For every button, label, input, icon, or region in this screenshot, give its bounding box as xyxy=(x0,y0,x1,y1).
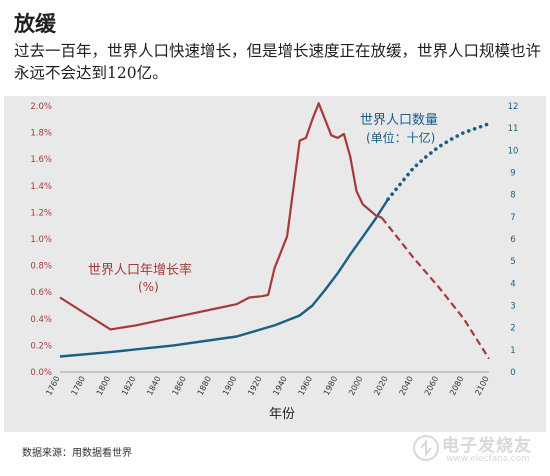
watermark-url: www.elecfans.com xyxy=(446,454,530,464)
x-axis-tick-label: 1920 xyxy=(246,375,264,397)
population-historical-line xyxy=(59,198,390,358)
right-axis-tick-label: 3 xyxy=(510,302,515,312)
x-axis-tick-label: 2080 xyxy=(448,375,466,397)
x-axis-title: 年份 xyxy=(269,407,295,422)
source-note: 数据来源：用数据看世界 xyxy=(22,448,132,459)
growth-historical-line xyxy=(59,102,383,331)
left-axis-tick-label: 0.0% xyxy=(30,368,52,378)
right-axis-tick-label: 8 xyxy=(510,191,515,201)
left-axis-tick-label: 1.0% xyxy=(30,235,52,245)
left-axis-tick-label: 2.0% xyxy=(30,102,52,112)
right-axis-tick-label: 1 xyxy=(510,346,515,356)
right-axis-tick-label: 9 xyxy=(510,169,515,179)
x-axis-tick-label: 1980 xyxy=(322,375,340,397)
chart-panel: 0.0% 0.2% 0.4% 0.6% 0.8% 1.0% 1.2% 1.4% 1.6% 1.8%… xyxy=(4,96,546,432)
x-axis-tick-label: 2060 xyxy=(423,375,441,397)
x-axis-tick-label: 2000 xyxy=(347,375,365,397)
watermark: 电子发烧友 www.elecfans.com xyxy=(406,428,544,472)
growth-series-unit: (%) xyxy=(138,280,159,294)
right-axis-tick-label: 11 xyxy=(508,124,519,134)
x-axis-labels: 1760 1780 1800 1820 1840 1860 1880 1900 1920 1940… xyxy=(44,375,491,397)
left-axis-tick-label: 0.4% xyxy=(30,315,52,325)
right-axis-tick-label: 4 xyxy=(510,279,515,289)
x-axis-tick-label: 1820 xyxy=(120,375,138,397)
left-axis-tick-label: 0.2% xyxy=(30,341,52,351)
right-axis-tick-label: 12 xyxy=(508,102,519,112)
x-axis-tick-label: 1960 xyxy=(297,375,315,397)
x-axis-tick-label: 1880 xyxy=(196,375,214,397)
population-projection-line xyxy=(386,121,491,201)
elecfans-logo-icon xyxy=(413,435,439,461)
page-title: 放缓 xyxy=(14,11,56,36)
left-axis-tick-label: 1.4% xyxy=(30,182,52,192)
x-axis-tick-label: 1800 xyxy=(95,375,113,397)
growth-series xyxy=(59,102,490,360)
x-axis-tick-label: 1860 xyxy=(170,375,188,397)
x-axis-tick-label: 2040 xyxy=(398,375,416,397)
right-axis-tick-label: 7 xyxy=(510,213,515,223)
left-axis-tick-label: 1.8% xyxy=(30,129,52,139)
right-axis-tick-label: 6 xyxy=(510,235,515,245)
left-axis-tick-label: 1.6% xyxy=(30,155,52,165)
population-series xyxy=(59,121,491,358)
left-axis-tick-label: 1.2% xyxy=(30,208,52,218)
right-axis-tick-label: 0 xyxy=(510,368,515,378)
watermark-text: 电子发烧友 xyxy=(442,436,532,456)
left-axis-tick-label: 0.8% xyxy=(30,262,52,272)
x-axis-tick-label: 1900 xyxy=(221,375,239,397)
population-series-label: 世界人口数量 xyxy=(360,113,438,128)
x-axis-tick-label: 1760 xyxy=(44,375,62,397)
page-subtitle: 过去一百年，世界人口快速增长，但是增长速度正在放缓，世界人口规模也许永远不会达到… xyxy=(14,42,542,82)
x-axis-tick-label: 1940 xyxy=(271,375,289,397)
right-axis-tick-label: 2 xyxy=(510,324,515,334)
population-chart: 0.0% 0.2% 0.4% 0.6% 0.8% 1.0% 1.2% 1.4% 1.6% 1.8%… xyxy=(30,102,519,422)
right-axis-tick-label: 5 xyxy=(510,257,515,267)
growth-series-label: 世界人口年增长率 xyxy=(88,262,192,278)
left-axis-labels: 0.0% 0.2% 0.4% 0.6% 0.8% 1.0% 1.2% 1.4% 1.6% 1.8%… xyxy=(30,102,52,378)
x-axis-tick-label: 1780 xyxy=(69,375,87,397)
growth-projection-line xyxy=(380,217,490,360)
x-axis-tick-label: 2020 xyxy=(372,375,390,397)
left-axis-tick-label: 0.6% xyxy=(30,288,52,298)
population-series-unit: (单位：十亿) xyxy=(366,130,435,145)
x-axis-tick-label: 1840 xyxy=(145,375,163,397)
x-axis-tick-label: 2100 xyxy=(473,375,491,397)
right-axis-tick-label: 10 xyxy=(508,146,519,156)
